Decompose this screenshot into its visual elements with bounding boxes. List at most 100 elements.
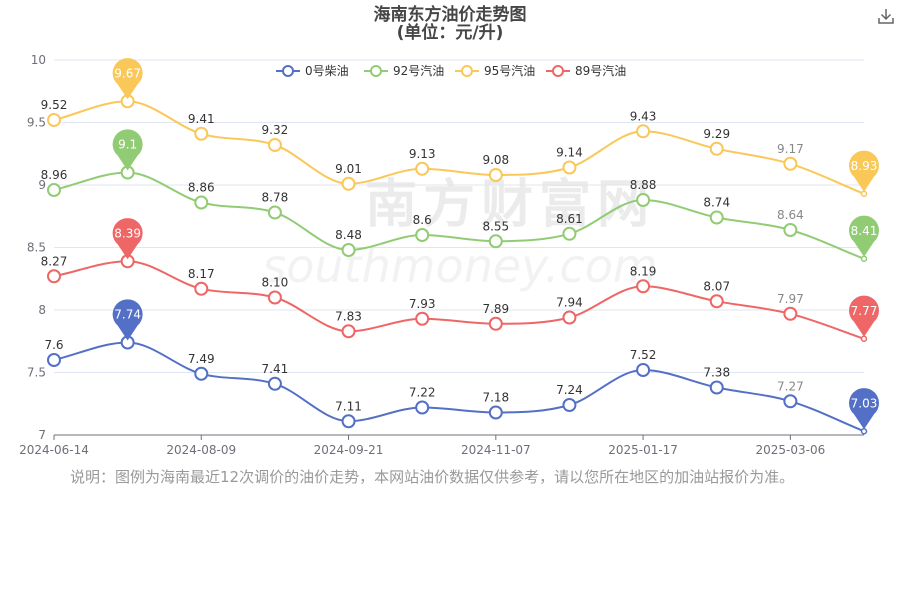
data-point[interactable] bbox=[709, 210, 724, 225]
legend[interactable]: 0号柴油 92号汽油 95号汽油 89号汽油 bbox=[276, 63, 626, 78]
data-point[interactable] bbox=[783, 394, 798, 409]
pin-shape bbox=[849, 295, 880, 337]
data-point[interactable] bbox=[267, 290, 282, 305]
data-point[interactable] bbox=[860, 428, 868, 435]
max-pin-1: 7.74 bbox=[112, 299, 143, 341]
pin-label: 7.77 bbox=[851, 304, 878, 318]
data-point[interactable] bbox=[267, 205, 282, 220]
data-point[interactable] bbox=[636, 279, 651, 294]
data-label: 7.49 bbox=[188, 352, 215, 366]
data-point[interactable] bbox=[415, 311, 430, 326]
save-image-button[interactable] bbox=[876, 6, 896, 26]
data-label: 9.41 bbox=[188, 112, 215, 126]
grid bbox=[54, 59, 864, 373]
data-point[interactable] bbox=[194, 195, 209, 210]
min-pin-1: 7.03 bbox=[849, 388, 880, 430]
data-point[interactable] bbox=[783, 306, 798, 321]
min-pin-4: 7.77 bbox=[849, 295, 880, 337]
legend-label: 0号柴油 bbox=[305, 64, 349, 78]
data-point[interactable] bbox=[562, 160, 577, 175]
legend-item-4[interactable]: 89号汽油 bbox=[546, 63, 626, 78]
data-point[interactable] bbox=[709, 294, 724, 309]
data-label: 9.17 bbox=[777, 142, 804, 156]
pin-shape bbox=[849, 150, 880, 192]
data-point[interactable] bbox=[488, 168, 503, 182]
data-point[interactable] bbox=[709, 141, 724, 156]
data-point[interactable] bbox=[415, 228, 430, 242]
data-point[interactable] bbox=[341, 243, 356, 257]
data-point[interactable] bbox=[562, 310, 577, 325]
data-point[interactable] bbox=[341, 324, 356, 339]
series-line bbox=[53, 341, 865, 433]
data-label: 8.61 bbox=[556, 212, 583, 226]
pin-label: 9.67 bbox=[114, 66, 141, 80]
data-label: 7.6 bbox=[44, 338, 63, 352]
data-point[interactable] bbox=[636, 124, 651, 139]
data-point[interactable] bbox=[636, 363, 651, 377]
data-label: 8.86 bbox=[188, 181, 215, 195]
data-point[interactable] bbox=[783, 156, 798, 171]
legend-swatch-marker bbox=[552, 65, 564, 77]
data-point[interactable] bbox=[47, 269, 61, 284]
legend-swatch-marker bbox=[461, 65, 473, 77]
data-label: 9.01 bbox=[335, 162, 362, 176]
y-tick-label: 10 bbox=[31, 53, 46, 67]
data-label: 7.52 bbox=[630, 348, 657, 362]
pin-shape bbox=[112, 58, 143, 100]
y-tick-label: 9 bbox=[38, 178, 46, 192]
y-tick-label: 9.5 bbox=[27, 116, 46, 130]
data-point[interactable] bbox=[562, 398, 577, 412]
max-pin-2: 9.1 bbox=[112, 129, 143, 171]
data-point[interactable] bbox=[341, 176, 356, 191]
min-pin-2: 8.41 bbox=[849, 215, 880, 257]
data-label: 9.32 bbox=[262, 123, 289, 137]
data-point[interactable] bbox=[194, 366, 209, 381]
pin-label: 7.74 bbox=[114, 308, 141, 322]
legend-swatch-marker bbox=[282, 65, 294, 77]
legend-item-3[interactable]: 95号汽油 bbox=[455, 63, 535, 78]
data-point[interactable] bbox=[488, 405, 503, 420]
data-label: 9.29 bbox=[703, 127, 730, 141]
data-label: 9.52 bbox=[41, 98, 68, 112]
data-label: 7.38 bbox=[703, 366, 730, 380]
y-tick-label: 8 bbox=[38, 303, 46, 317]
data-point[interactable] bbox=[47, 183, 61, 197]
data-label: 9.08 bbox=[482, 153, 509, 167]
pin-shape bbox=[112, 129, 143, 171]
data-point[interactable] bbox=[415, 161, 430, 176]
data-label: 8.74 bbox=[703, 196, 730, 210]
data-point[interactable] bbox=[194, 126, 209, 141]
series-layer: 7.6 7.49 7.41 7.11 7.22 7.18 7.24 7.52 7.38 7.27 8… bbox=[41, 94, 868, 435]
series-1: 7.6 7.49 7.41 7.11 7.22 7.18 7.24 7.52 7.38 7.27 bbox=[44, 335, 868, 435]
data-point[interactable] bbox=[47, 113, 61, 127]
data-point[interactable] bbox=[783, 223, 798, 237]
data-point[interactable] bbox=[636, 193, 651, 207]
x-tick-label: 2024-09-21 bbox=[314, 443, 384, 457]
pin-label: 8.39 bbox=[114, 226, 141, 240]
legend-label: 95号汽油 bbox=[484, 63, 535, 78]
pin-shape bbox=[849, 215, 880, 257]
data-label: 9.13 bbox=[409, 147, 436, 161]
data-point[interactable] bbox=[860, 255, 868, 262]
legend-label: 89号汽油 bbox=[575, 63, 626, 78]
max-pin-4: 8.39 bbox=[112, 218, 143, 260]
data-point[interactable] bbox=[415, 400, 430, 415]
data-point[interactable] bbox=[47, 353, 61, 367]
data-label: 8.19 bbox=[630, 264, 657, 278]
data-point[interactable] bbox=[488, 316, 503, 331]
data-label: 7.93 bbox=[409, 297, 436, 311]
data-point[interactable] bbox=[194, 281, 209, 296]
data-point[interactable] bbox=[488, 234, 503, 249]
data-point[interactable] bbox=[267, 376, 282, 391]
data-label: 8.17 bbox=[188, 267, 215, 281]
data-point[interactable] bbox=[709, 380, 724, 395]
data-point[interactable] bbox=[341, 414, 356, 429]
data-point[interactable] bbox=[562, 226, 577, 241]
data-point[interactable] bbox=[860, 190, 868, 197]
data-point[interactable] bbox=[860, 335, 868, 342]
legend-item-1[interactable]: 0号柴油 bbox=[276, 64, 349, 78]
legend-item-2[interactable]: 92号汽油 bbox=[364, 63, 444, 78]
data-label: 9.43 bbox=[630, 109, 657, 123]
data-point[interactable] bbox=[267, 138, 282, 152]
data-label: 7.83 bbox=[335, 309, 362, 323]
